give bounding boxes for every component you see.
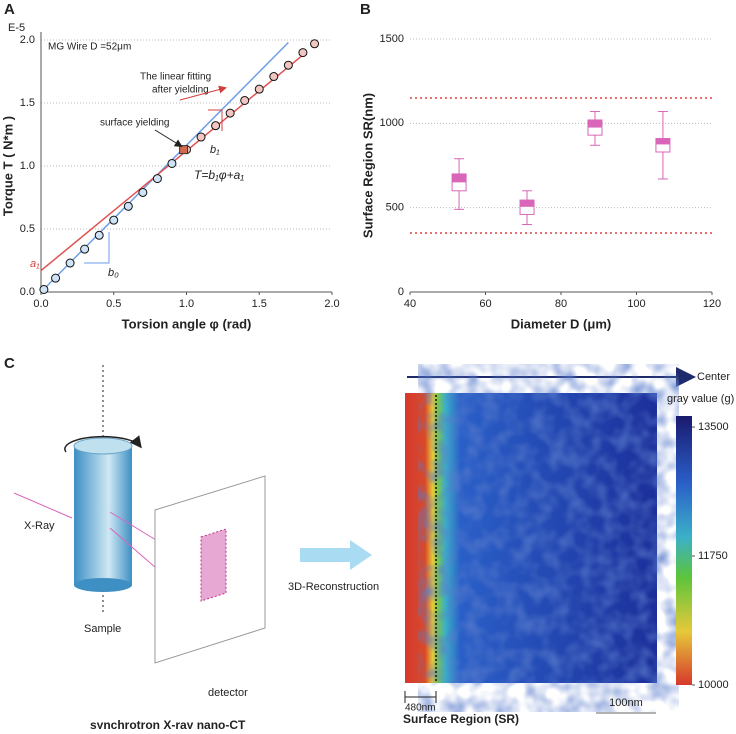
data-point bbox=[225, 108, 235, 118]
label: Center bbox=[697, 371, 730, 383]
label: 100nm bbox=[609, 697, 643, 709]
x-tick-label: 40 bbox=[404, 298, 416, 310]
annotation: b₁ bbox=[210, 144, 220, 156]
colorbar-tick-label: 11750 bbox=[698, 550, 728, 562]
panel-label: C bbox=[4, 355, 15, 372]
xray-beam bbox=[109, 527, 157, 569]
data-point bbox=[240, 95, 250, 105]
projection bbox=[200, 528, 227, 602]
y-tick-label: 1000 bbox=[380, 117, 404, 129]
annotation: surface yielding bbox=[100, 118, 169, 129]
x-tick-label: 2.0 bbox=[324, 298, 339, 310]
data-point bbox=[254, 84, 264, 94]
annotation: b₀ bbox=[108, 267, 119, 279]
yield-point bbox=[179, 145, 189, 155]
label: 480nm bbox=[405, 703, 436, 714]
y-tick-label: 0.0 bbox=[20, 286, 35, 298]
annotation: T=b₁φ+a₁ bbox=[194, 168, 244, 182]
colorbar bbox=[676, 416, 692, 685]
x-tick-label: 1.0 bbox=[179, 298, 194, 310]
slope-marker bbox=[208, 109, 223, 131]
label: Sample bbox=[84, 623, 121, 635]
y-tick-label: 500 bbox=[386, 202, 404, 214]
colorbar-tick-label: 10000 bbox=[698, 679, 729, 691]
sample-cylinder bbox=[74, 446, 132, 585]
label: X-Ray bbox=[24, 520, 55, 532]
x-axis-title: Diameter D (μm) bbox=[511, 316, 611, 331]
label: 3D-Reconstruction bbox=[288, 581, 379, 593]
annotation: MG Wire D =52μm bbox=[48, 42, 131, 53]
data-point bbox=[269, 72, 279, 82]
panel-label: B bbox=[360, 1, 371, 18]
data-point bbox=[298, 48, 308, 58]
rotation-arrow bbox=[64, 435, 142, 453]
box-upper bbox=[520, 200, 535, 207]
xray-beam bbox=[109, 511, 157, 541]
data-point bbox=[167, 158, 177, 168]
box-upper bbox=[452, 173, 467, 183]
x-tick-label: 1.5 bbox=[252, 298, 267, 310]
cylinder-top bbox=[73, 437, 133, 455]
colorbar-title: gray value (g) bbox=[667, 393, 734, 405]
x-tick-label: 80 bbox=[555, 298, 567, 310]
x-tick-label: 0.0 bbox=[33, 298, 48, 310]
panel-label: A bbox=[4, 1, 15, 18]
data-point bbox=[80, 244, 90, 254]
y-tick-label: 2.0 bbox=[20, 34, 35, 46]
slope-marker bbox=[84, 232, 110, 264]
x-tick-label: 60 bbox=[479, 298, 491, 310]
x-axis-title: Torsion angle φ (rad) bbox=[122, 316, 252, 331]
arrow bbox=[154, 129, 183, 148]
y-tick-label: 1.0 bbox=[20, 160, 35, 172]
x-axis-title: Surface Region (SR) bbox=[403, 712, 519, 726]
xray-beam bbox=[13, 492, 73, 519]
box-upper bbox=[655, 138, 670, 145]
data-point bbox=[283, 60, 293, 70]
y-tick-label: 1.5 bbox=[20, 97, 35, 109]
cylinder-bottom bbox=[74, 578, 132, 592]
data-point bbox=[51, 273, 61, 283]
x-tick-label: 120 bbox=[703, 298, 721, 310]
arrow bbox=[300, 540, 372, 570]
y-tick-label: 1500 bbox=[380, 33, 404, 45]
annotation: a₁ bbox=[30, 258, 40, 270]
data-point bbox=[109, 215, 119, 225]
data-point bbox=[152, 174, 162, 184]
data-point bbox=[196, 132, 206, 142]
y-tick-label: 0.5 bbox=[20, 223, 35, 235]
data-point bbox=[138, 187, 148, 197]
colorbar-tick-label: 13500 bbox=[698, 421, 729, 433]
label: detector bbox=[208, 687, 248, 699]
data-point bbox=[310, 39, 320, 49]
box-upper bbox=[587, 119, 602, 128]
annotation: after yielding bbox=[152, 85, 209, 96]
y-axis-title: Torque T ( N*m ) bbox=[0, 116, 15, 216]
heatmap-texture bbox=[440, 393, 657, 683]
caption: synchrotron X-ray nano-CT bbox=[90, 718, 246, 729]
arrow bbox=[179, 85, 227, 101]
annotation: The linear fitting bbox=[140, 72, 211, 83]
data-point bbox=[123, 201, 133, 211]
x-tick-label: 100 bbox=[627, 298, 645, 310]
x-tick-label: 0.5 bbox=[106, 298, 121, 310]
data-point bbox=[211, 121, 221, 131]
y-axis-title: Surface Region SR(nm) bbox=[360, 93, 375, 238]
axis-exponent: E-5 bbox=[8, 22, 25, 34]
y-tick-label: 0 bbox=[398, 286, 404, 298]
panel-c: C X-Ray Sample detector synchrotron X-ra… bbox=[4, 355, 734, 732]
data-point bbox=[39, 284, 49, 294]
data-point bbox=[94, 230, 104, 240]
data-point bbox=[65, 258, 75, 268]
